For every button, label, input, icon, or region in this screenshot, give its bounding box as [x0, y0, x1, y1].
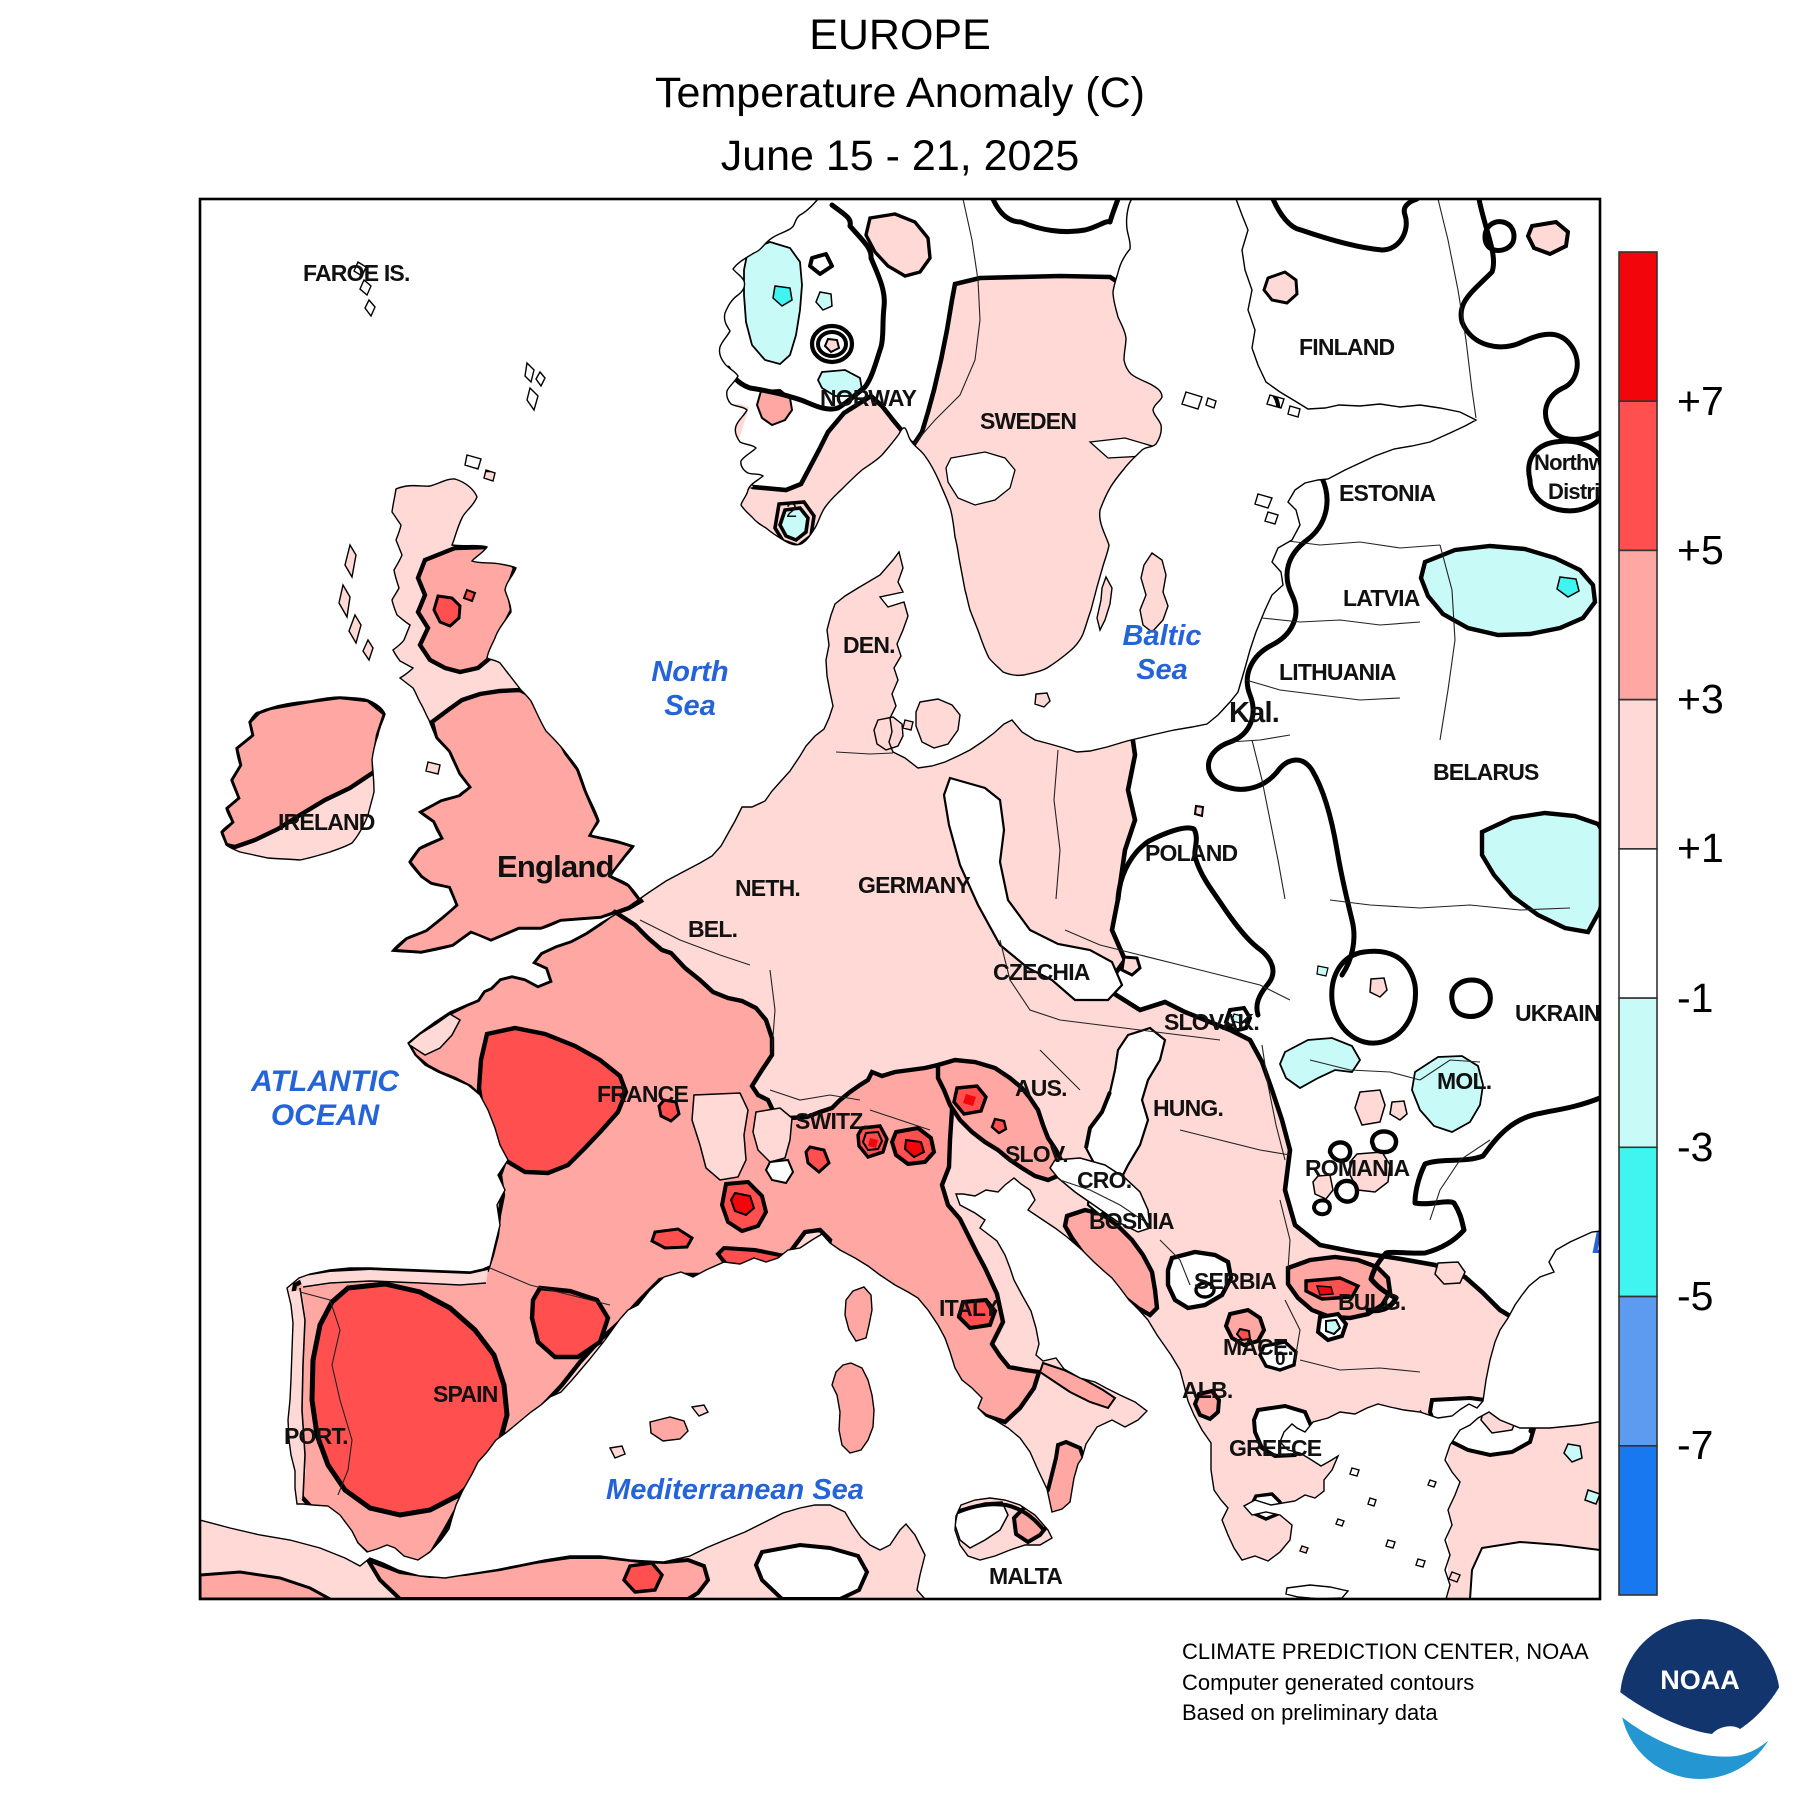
svg-text:MALTA: MALTA: [989, 1563, 1062, 1589]
svg-text:SWEDEN: SWEDEN: [980, 408, 1076, 434]
svg-text:CLIMATE PREDICTION CENTER, NOA: CLIMATE PREDICTION CENTER, NOAA: [1182, 1639, 1589, 1664]
svg-text:AUS.: AUS.: [1015, 1075, 1067, 1101]
svg-text:FINLAND: FINLAND: [1299, 334, 1395, 360]
svg-text:ITALY: ITALY: [939, 1295, 998, 1321]
svg-text:FRANCE: FRANCE: [597, 1081, 688, 1107]
svg-text:UKRAINE: UKRAINE: [1515, 1000, 1615, 1026]
svg-text:-3: -3: [1677, 1124, 1713, 1170]
svg-text:MACE.: MACE.: [1223, 1334, 1293, 1360]
svg-text:EUROPE: EUROPE: [809, 11, 991, 59]
svg-text:Black Sea: Black Sea: [1592, 1225, 1739, 1260]
svg-text:+7: +7: [1677, 378, 1724, 424]
svg-text:FAROE IS.: FAROE IS.: [303, 260, 410, 286]
svg-text:SLOVAK.: SLOVAK.: [1164, 1009, 1259, 1035]
svg-text:District: District: [1548, 479, 1619, 504]
svg-text:Kal.: Kal.: [1229, 697, 1279, 729]
svg-text:ATLANTIC: ATLANTIC: [250, 1065, 400, 1098]
svg-text:GERMANY: GERMANY: [858, 872, 970, 898]
svg-text:IRELAND: IRELAND: [278, 809, 375, 835]
svg-text:BULG.: BULG.: [1338, 1289, 1406, 1315]
svg-text:-7: -7: [1677, 1422, 1713, 1468]
svg-text:NORWAY: NORWAY: [820, 385, 917, 411]
svg-text:HUNG.: HUNG.: [1153, 1095, 1223, 1121]
svg-text:CRO.: CRO.: [1077, 1167, 1131, 1193]
svg-text:OCEAN: OCEAN: [271, 1099, 381, 1132]
svg-text:Computer generated contours: Computer generated contours: [1182, 1670, 1474, 1695]
svg-text:ROMANIA: ROMANIA: [1305, 1155, 1409, 1181]
svg-text:Mediterranean Sea: Mediterranean Sea: [606, 1474, 864, 1506]
svg-text:North: North: [651, 656, 728, 688]
svg-text:2: 2: [786, 500, 797, 522]
svg-text:ESTONIA: ESTONIA: [1339, 480, 1435, 506]
svg-text:CZECHIA: CZECHIA: [993, 959, 1090, 985]
svg-text:England: England: [497, 849, 614, 884]
svg-text:MOL.: MOL.: [1437, 1068, 1491, 1094]
svg-text:PORT.: PORT.: [284, 1423, 348, 1449]
svg-text:NOAA: NOAA: [1660, 1665, 1740, 1695]
svg-text:June 15 - 21, 2025: June 15 - 21, 2025: [721, 132, 1080, 180]
svg-text:SERBIA: SERBIA: [1194, 1268, 1276, 1294]
svg-text:ALB.: ALB.: [1182, 1377, 1232, 1403]
svg-text:BEL.: BEL.: [688, 916, 737, 942]
svg-text:0: 0: [1275, 1349, 1285, 1370]
svg-text:-5: -5: [1677, 1273, 1713, 1319]
svg-text:SPAIN: SPAIN: [433, 1381, 498, 1407]
svg-text:Based on preliminary data: Based on preliminary data: [1182, 1700, 1438, 1725]
svg-text:Sea: Sea: [1136, 654, 1188, 686]
svg-text:POLAND: POLAND: [1145, 840, 1238, 866]
svg-text:+3: +3: [1677, 676, 1724, 722]
svg-text:BELARUS: BELARUS: [1433, 759, 1539, 785]
svg-text:GREECE: GREECE: [1229, 1435, 1322, 1461]
svg-text:LITHUANIA: LITHUANIA: [1279, 659, 1396, 685]
svg-text:+1: +1: [1677, 825, 1724, 871]
svg-text:Temperature Anomaly (C): Temperature Anomaly (C): [655, 69, 1145, 117]
svg-text:Baltic: Baltic: [1123, 620, 1202, 652]
svg-text:DEN.: DEN.: [843, 632, 895, 658]
svg-text:+5: +5: [1677, 527, 1724, 573]
svg-text:SWITZ.: SWITZ.: [795, 1108, 868, 1134]
svg-text:SLOV.: SLOV.: [1005, 1141, 1068, 1167]
svg-text:-1: -1: [1677, 975, 1713, 1021]
svg-text:NETH.: NETH.: [735, 875, 800, 901]
svg-text:BOSNIA: BOSNIA: [1089, 1208, 1174, 1234]
svg-text:LATVIA: LATVIA: [1343, 585, 1420, 611]
svg-text:Sea: Sea: [664, 690, 716, 722]
svg-text:Northwestern: Northwestern: [1534, 450, 1667, 475]
